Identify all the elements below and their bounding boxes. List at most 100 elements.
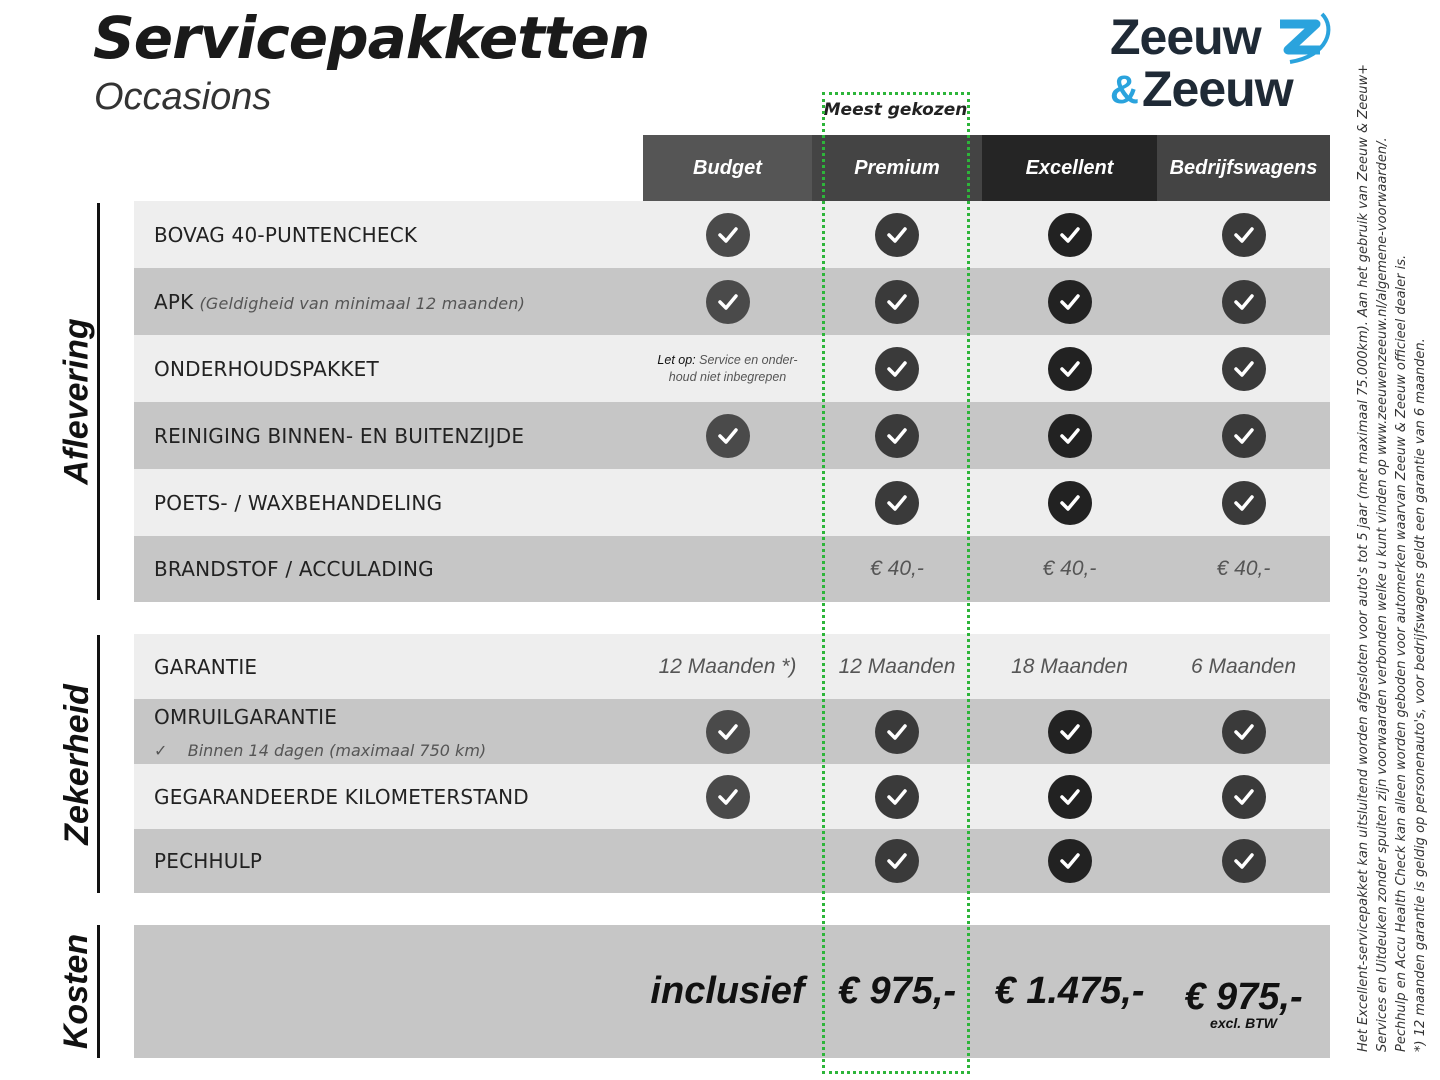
cell-budget (643, 402, 812, 469)
price-note: excl. BTW (1210, 1015, 1277, 1031)
check-icon (1047, 413, 1092, 458)
cell-excellent: 18 Maanden (1011, 654, 1128, 678)
table-row: BOVAG 40-PUNTENCHECK (134, 201, 1330, 268)
price-value: inclusief (650, 970, 805, 1012)
check-icon (1221, 413, 1266, 458)
check-icon (875, 212, 919, 257)
check-icon (1047, 346, 1092, 391)
price-value: € 975,- (1184, 976, 1303, 1018)
cell-budget (643, 829, 812, 893)
cell-excellent (982, 469, 1157, 536)
cell-bedrijfswagens (1157, 829, 1330, 893)
section-divider (97, 635, 100, 893)
row-label: GARANTIE (154, 654, 258, 679)
page-title: Servicepakketten (93, 4, 650, 72)
table-row: POETS- / WAXBEHANDELING (134, 469, 1330, 536)
cell-premium (812, 201, 982, 268)
check-icon (1221, 346, 1266, 391)
cell-budget: Let op: Service en onder-houd niet inbeg… (643, 335, 812, 402)
check-icon (705, 774, 750, 819)
row-note: (Geldigheid van minimaal 12 maanden) (199, 293, 526, 313)
budget-note: Let op: Service en onder-houd niet inbeg… (657, 352, 798, 384)
check-icon (705, 413, 750, 458)
check-icon (875, 709, 919, 754)
check-icon (1047, 212, 1092, 257)
cell-bedrijfswagens (1157, 335, 1330, 402)
row-label: REINIGING BINNEN- EN BUITENZIJDE (154, 423, 525, 448)
cell-budget (643, 201, 812, 268)
section-label-aflevering: Aflevering (57, 318, 96, 485)
cell-bedrijfswagens: € 40,- (1216, 557, 1271, 580)
row-label: PECHHULP (154, 849, 263, 873)
row-label: BRANDSTOF / ACCULADING (154, 557, 434, 581)
cell-excellent (982, 335, 1157, 402)
check-icon (1221, 774, 1266, 819)
cell-excellent (982, 268, 1157, 335)
cell-premium (812, 829, 982, 893)
cell-budget (643, 536, 812, 602)
row-label: ONDERHOUDSPAKKET (154, 356, 379, 381)
column-header-budget: Budget (643, 135, 812, 201)
cell-budget (643, 764, 812, 829)
cost-row: inclusief € 975,- € 1.475,- € 975,- excl. BT… (134, 925, 1330, 1058)
price-budget: inclusief (643, 925, 812, 1058)
cell-premium (812, 335, 982, 402)
section-divider (97, 203, 100, 600)
z-swoosh-icon (1280, 12, 1331, 64)
column-header-premium: Premium (812, 135, 982, 201)
price-excellent: € 1.475,- (982, 925, 1157, 1058)
cell-budget (643, 268, 812, 335)
cell-premium (812, 402, 982, 469)
table-row: PECHHULP (134, 829, 1330, 893)
footnote: *) 12 maanden garantie is geldig op pers… (1413, 338, 1428, 1052)
check-icon (1047, 279, 1092, 324)
check-icon (1221, 839, 1266, 883)
cell-excellent (982, 402, 1157, 469)
cell-bedrijfswagens (1157, 268, 1330, 335)
check-icon (1221, 279, 1266, 324)
cell-premium (812, 764, 982, 829)
section-label-kosten: Kosten (57, 933, 96, 1050)
check-icon (1221, 480, 1266, 525)
cell-excellent: € 40,- (1042, 557, 1097, 580)
check-icon (875, 346, 919, 391)
check-icon (1047, 709, 1092, 754)
row-subnote: ✓ Binnen 14 dagen (maximaal 750 km) (154, 741, 487, 760)
price-value: € 975,- (837, 970, 957, 1012)
cell-excellent (982, 829, 1157, 893)
check-icon (705, 212, 750, 257)
cell-excellent (982, 764, 1157, 829)
cell-bedrijfswagens (1157, 764, 1330, 829)
check-icon (1047, 480, 1092, 525)
check-icon (875, 413, 919, 458)
cell-bedrijfswagens (1157, 469, 1330, 536)
section-label-zekerheid: Zekerheid (57, 683, 96, 845)
cell-bedrijfswagens: 6 Maanden (1190, 654, 1297, 678)
zeeuw-logo: Zeeuw & Zeeuw (1110, 8, 1335, 114)
column-header-excellent: Excellent (982, 135, 1157, 201)
row-label: OMRUILGARANTIE (154, 705, 338, 729)
check-icon (875, 279, 919, 324)
table-row: ONDERHOUDSPAKKET Let op: Service en onder… (134, 335, 1330, 402)
row-label: APK (Geldigheid van minimaal 12 maanden) (154, 289, 526, 314)
cell-premium (812, 469, 982, 536)
footnote: Pechhulp en Accu Health Check kan alleen… (1394, 254, 1409, 1052)
table-row: APK (Geldigheid van minimaal 12 maanden) (134, 268, 1330, 335)
cell-premium (812, 268, 982, 335)
cell-bedrijfswagens (1157, 699, 1330, 764)
table-row: OMRUILGARANTIE ✓ Binnen 14 dagen (maximaa… (134, 699, 1330, 764)
cell-bedrijfswagens (1157, 201, 1330, 268)
check-icon (705, 279, 750, 324)
table-row: REINIGING BINNEN- EN BUITENZIJDE (134, 402, 1330, 469)
column-header-bedrijfswagens: Bedrijfswagens (1157, 135, 1330, 201)
section-divider (97, 925, 100, 1058)
footnotes: Het Excellent-servicepakket kan uitsluit… (1354, 64, 1430, 1052)
cell-excellent (982, 201, 1157, 268)
cell-budget (643, 699, 812, 764)
cell-excellent (982, 699, 1157, 764)
table-row: BRANDSTOF / ACCULADING € 40,- € 40,- € 40,- (134, 536, 1330, 602)
row-label: POETS- / WAXBEHANDELING (154, 490, 443, 515)
price-value: € 1.475,- (994, 970, 1145, 1012)
table-row: GEGARANDEERDE KILOMETERSTAND (134, 764, 1330, 829)
row-label: GEGARANDEERDE KILOMETERSTAND (154, 784, 529, 809)
